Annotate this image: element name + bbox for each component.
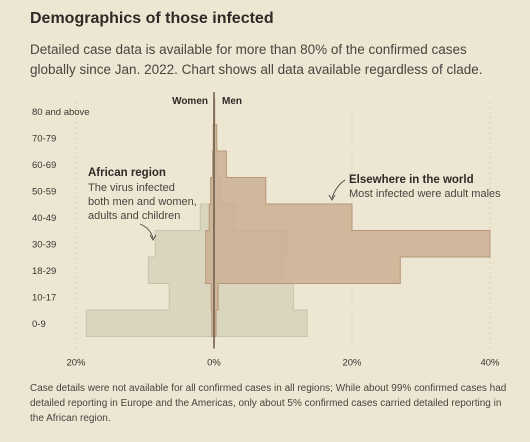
annotation-elsewhere: Elsewhere in the world Most infected wer… xyxy=(328,174,501,201)
y-tick-label: 50-59 xyxy=(32,186,56,197)
x-tick-label: 0% xyxy=(207,358,221,369)
bar-elsewhere-40-49 xyxy=(209,204,352,231)
annotation-elsewhere-title: Elsewhere in the world xyxy=(349,174,474,186)
footnote: Case details were not available for all … xyxy=(30,383,507,424)
bar-elsewhere-50-59 xyxy=(210,177,266,204)
chart-subtitle: Detailed case data is available for more… xyxy=(30,42,483,77)
x-tick-label: 40% xyxy=(480,358,500,369)
y-tick-label: 0-9 xyxy=(32,319,46,330)
legend-women: Women xyxy=(172,96,208,107)
x-tick-label: 20% xyxy=(342,358,362,369)
annotation-africa-title: African region xyxy=(88,167,166,179)
bar-elsewhere-70-79 xyxy=(213,124,217,151)
bar-elsewhere-30-39 xyxy=(205,230,490,257)
annotation-africa-line2: both men and women, xyxy=(88,196,197,208)
y-tick-label: 70-79 xyxy=(32,133,56,144)
y-tick-label: 18-29 xyxy=(32,266,56,277)
y-tick-label: 60-69 xyxy=(32,160,56,171)
y-tick-label: 40-49 xyxy=(32,213,56,224)
y-tick-label: 80 and above xyxy=(32,107,90,118)
y-tick-label: 30-39 xyxy=(32,239,56,250)
annotation-africa-line1: The virus infected xyxy=(88,182,175,194)
annotation-elsewhere-line1: Most infected were adult males xyxy=(349,188,501,200)
annotation-elsewhere-arrow xyxy=(331,179,346,199)
annotation-africa-line3: adults and children xyxy=(88,210,180,222)
bar-elsewhere-60-69 xyxy=(212,151,227,178)
legend-men: Men xyxy=(222,96,242,107)
y-tick-label: 10-17 xyxy=(32,292,56,303)
bar-africa-10-17 xyxy=(169,283,294,310)
annotation-elsewhere-arrowhead xyxy=(328,194,336,201)
bar-elsewhere-18-29 xyxy=(205,257,401,284)
x-tick-label: 20% xyxy=(66,358,86,369)
chart-title: Demographics of those infected xyxy=(30,10,274,27)
annotation-africa-arrowhead xyxy=(149,234,157,241)
bar-africa-0-9 xyxy=(86,310,308,337)
annotation-african-region: African region The virus infected both m… xyxy=(88,167,197,241)
annotation-africa-arrow xyxy=(139,223,154,239)
